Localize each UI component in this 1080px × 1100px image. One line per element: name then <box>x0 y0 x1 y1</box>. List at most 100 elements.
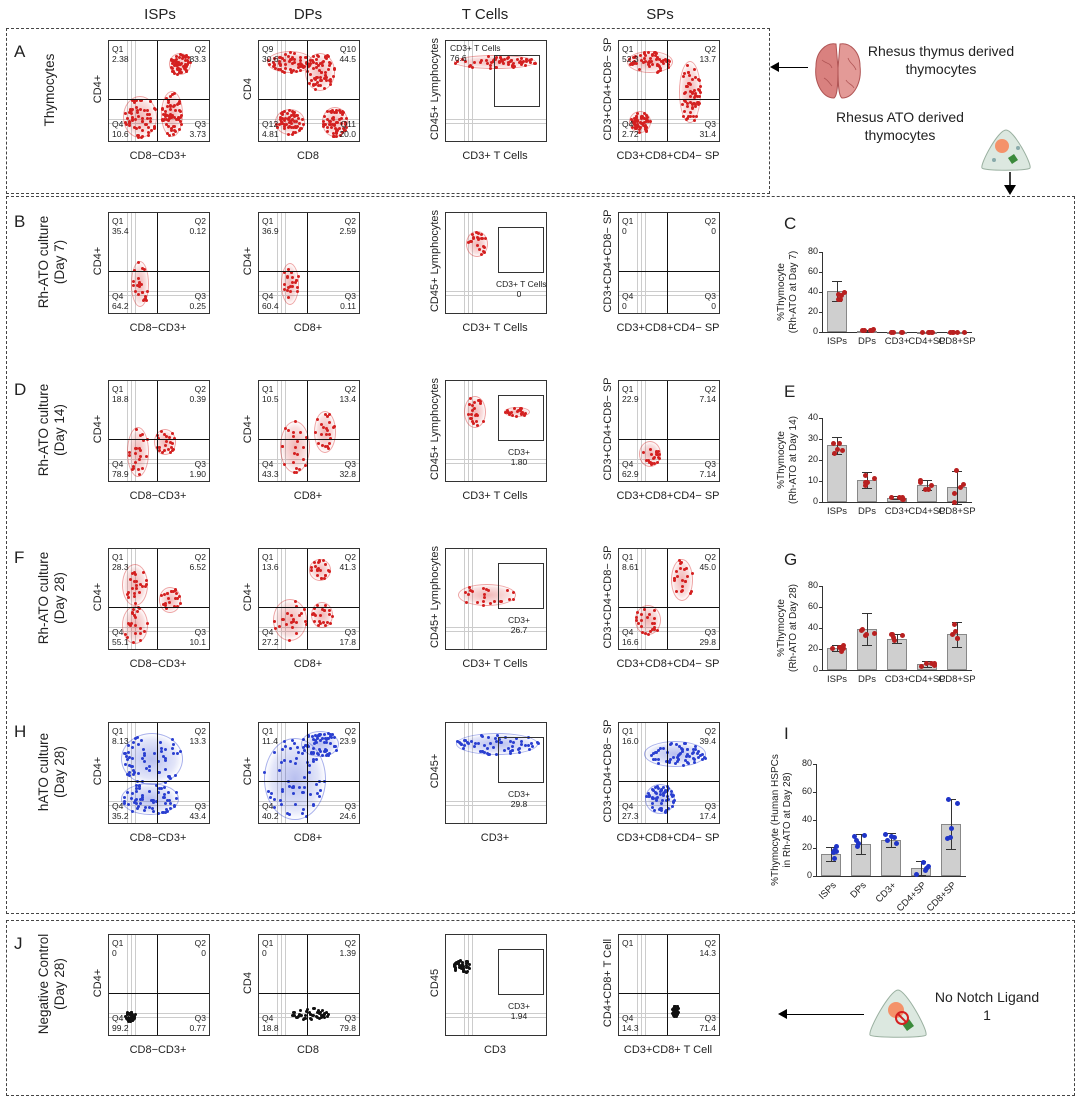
error-cap <box>946 799 956 800</box>
event-dot <box>141 117 145 121</box>
event-dot <box>309 1017 313 1021</box>
grid-line <box>281 41 282 141</box>
event-dot <box>516 58 520 62</box>
event-dot <box>481 600 485 604</box>
grid-line <box>464 935 465 1035</box>
event-dot <box>314 82 318 86</box>
event-dot <box>315 603 319 607</box>
quadrant-v-line <box>307 723 308 823</box>
event-dot <box>647 794 651 798</box>
panel-letter-g: G <box>784 550 798 569</box>
event-dot <box>161 755 165 759</box>
gate-label: CD3+ 29.8 <box>508 789 530 809</box>
y-tick-label: 20 <box>807 643 818 653</box>
event-dot <box>467 412 471 416</box>
event-dot <box>464 965 468 969</box>
grid-line <box>446 463 546 464</box>
event-dot <box>177 99 181 103</box>
event-dot <box>283 287 287 291</box>
event-dot <box>519 412 523 416</box>
event-dot <box>131 608 135 612</box>
event-dot <box>685 101 689 105</box>
event-dot <box>478 749 482 753</box>
event-dot <box>153 127 157 131</box>
event-dot <box>169 94 173 98</box>
error-cap <box>886 832 896 834</box>
quadrant-v-line <box>157 549 158 649</box>
quadrant-label: Q1 18.8 <box>112 384 129 404</box>
event-dot <box>322 425 326 429</box>
grid-line <box>641 381 642 481</box>
grid-line <box>109 1013 209 1014</box>
quadrant-h-line <box>259 99 359 100</box>
chart-y-axis <box>822 586 823 670</box>
x-axis-label: CD8−CD3+ <box>129 1044 187 1056</box>
event-dot <box>479 253 483 257</box>
event-dot <box>123 1015 127 1019</box>
event-dot <box>144 298 148 302</box>
event-dot <box>323 737 327 740</box>
event-dot <box>635 112 639 116</box>
quadrant-label: Q4 43.3 <box>262 459 279 479</box>
event-dot <box>163 781 167 785</box>
event-dot <box>328 120 332 124</box>
event-dot <box>136 260 140 264</box>
event-dot <box>520 62 524 66</box>
event-dot <box>319 750 323 754</box>
event-dot <box>156 770 160 774</box>
event-dot <box>326 428 330 432</box>
event-dot <box>631 125 635 129</box>
y-tick-label: 20 <box>807 306 818 316</box>
quadrant-label: Q3 31.4 <box>699 119 716 139</box>
quadrant-v-line <box>307 213 308 313</box>
x-axis-label: CD8−CD3+ <box>129 322 187 334</box>
event-dot <box>488 741 492 745</box>
event-dot <box>295 757 299 760</box>
event-dot <box>290 625 294 629</box>
category-label: CD3+ <box>884 336 910 347</box>
event-dot <box>291 430 295 434</box>
event-dot <box>482 250 486 254</box>
event-dot <box>151 798 155 802</box>
event-dot <box>301 812 305 816</box>
event-dot <box>131 468 135 472</box>
event-dot <box>302 790 306 794</box>
event-dot <box>138 108 142 112</box>
event-dot <box>130 809 134 813</box>
flow-plot-f-2: Q1 13.6 Q2 41.3 Q4 27.2 Q3 17.8 <box>258 548 360 650</box>
grid-line <box>135 41 136 141</box>
event-dot <box>485 746 489 750</box>
sample-point <box>954 801 960 807</box>
event-dot <box>303 775 307 779</box>
event-dot <box>125 791 129 795</box>
event-dot <box>633 121 637 125</box>
event-dot <box>286 55 290 59</box>
error-cap <box>952 646 962 648</box>
x-axis-label: CD8−CD3+ <box>129 490 187 502</box>
event-dot <box>659 809 663 813</box>
grid-line <box>641 935 642 1035</box>
event-dot <box>507 60 511 64</box>
event-dot <box>148 112 152 116</box>
event-dot <box>461 58 465 62</box>
flow-plot-j-1: Q1 0 Q2 0 Q4 99.2 Q3 0.77 <box>108 934 210 1036</box>
sample-point <box>947 834 953 840</box>
event-dot <box>128 622 132 626</box>
y-tick-label: 20 <box>801 842 812 852</box>
event-dot <box>343 129 347 133</box>
event-dot <box>682 763 686 767</box>
event-dot <box>172 804 176 808</box>
event-dot <box>640 58 644 62</box>
event-dot <box>282 71 286 75</box>
quadrant-label: Q2 13.7 <box>699 44 716 64</box>
event-dot <box>279 56 283 60</box>
sample-point <box>923 487 929 493</box>
event-dot <box>689 83 693 87</box>
event-dot <box>471 236 475 240</box>
event-dot <box>131 768 135 772</box>
category-label: CD8+SP <box>938 336 976 347</box>
event-dot <box>340 130 344 134</box>
event-dot <box>323 604 327 608</box>
y-axis-label: CD45+ Lymphocytes <box>429 546 441 649</box>
sample-point <box>926 329 932 335</box>
